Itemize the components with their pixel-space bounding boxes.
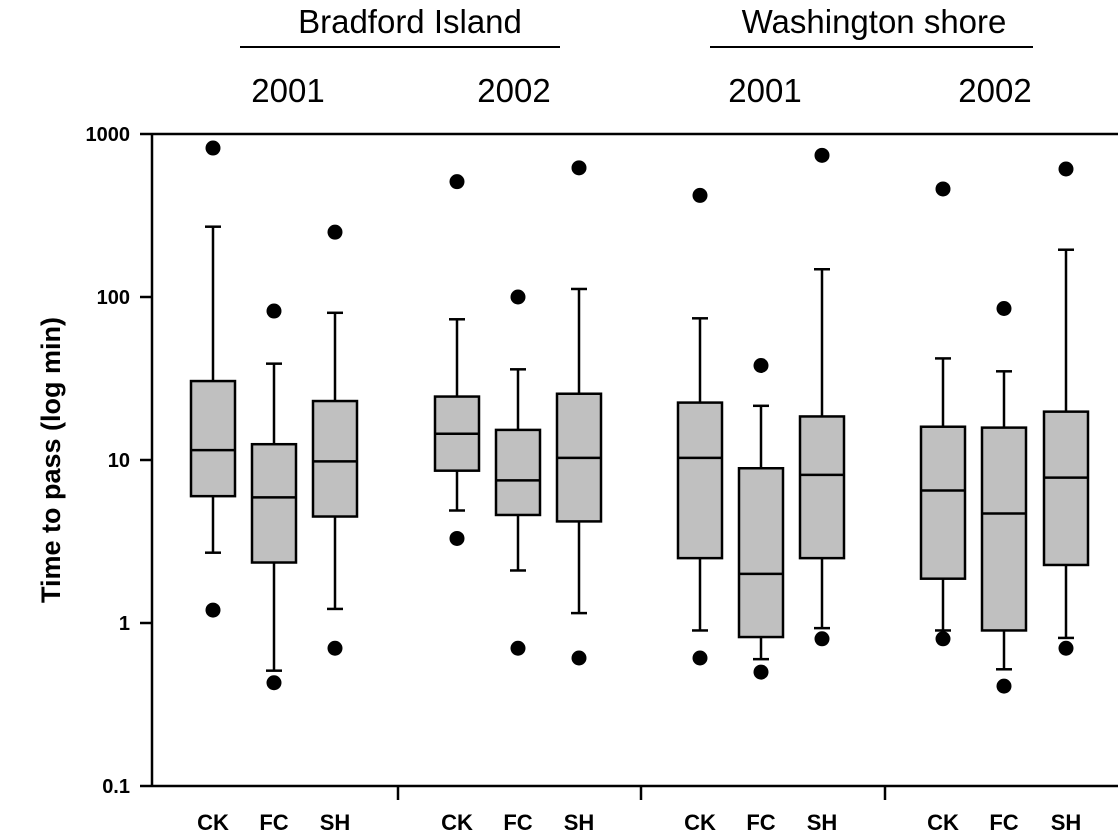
- outlier-point: [510, 289, 526, 305]
- y-tick-label: 10: [108, 450, 130, 472]
- outlier-point: [996, 301, 1012, 317]
- outlier-point: [935, 181, 951, 197]
- y-ticks: 0.1 1 10 100 1000: [86, 124, 152, 798]
- outlier-point: [1058, 640, 1074, 656]
- x-tick-label: CK: [684, 810, 716, 835]
- outlier-point: [205, 140, 221, 156]
- box-group: [1042, 161, 1090, 656]
- year-label: 2002: [958, 72, 1031, 109]
- box-group: [189, 140, 237, 618]
- y-tick-label: 1: [119, 613, 130, 635]
- box-iqr: [980, 426, 1028, 632]
- x-tick-label: FC: [259, 810, 288, 835]
- site-label: Washington shore: [742, 3, 1007, 40]
- box-group: [555, 160, 603, 666]
- x-tick-label: SH: [564, 810, 595, 835]
- outlier-point: [510, 640, 526, 656]
- outlier-point: [996, 678, 1012, 694]
- x-tick-label: FC: [503, 810, 532, 835]
- outlier-point: [449, 174, 465, 190]
- x-ticks: CK FC SH CK FC SH CK FC SH CK FC SH: [197, 786, 1081, 835]
- outlier-point: [692, 187, 708, 203]
- x-tick-label: CK: [927, 810, 959, 835]
- box-group: [980, 301, 1028, 694]
- box-iqr: [311, 399, 359, 518]
- outlier-point: [571, 650, 587, 666]
- outlier-point: [814, 147, 830, 163]
- year-label: 2001: [728, 72, 801, 109]
- y-axis-label: Time to pass (log min): [36, 317, 66, 603]
- box-iqr: [737, 466, 785, 639]
- outlier-point: [205, 602, 221, 618]
- box-group: [250, 303, 298, 691]
- outlier-point: [449, 530, 465, 546]
- site-headers: Bradford Island Washington shore 2001 2002 2…: [240, 3, 1033, 109]
- outlier-point: [692, 650, 708, 666]
- year-label: 2001: [251, 72, 324, 109]
- year-label: 2002: [477, 72, 550, 109]
- box-group: [798, 147, 846, 647]
- outlier-point: [1058, 161, 1074, 177]
- outlier-point: [935, 631, 951, 647]
- outlier-point: [814, 631, 830, 647]
- box-iqr: [189, 379, 237, 498]
- outlier-point: [571, 160, 587, 176]
- x-tick-label: FC: [746, 810, 775, 835]
- outlier-point: [753, 664, 769, 680]
- box-group: [311, 224, 359, 656]
- x-tick-label: CK: [197, 810, 229, 835]
- x-tick-label: SH: [807, 810, 838, 835]
- outlier-point: [327, 224, 343, 240]
- box-group: [494, 289, 542, 656]
- y-tick-label: 100: [97, 287, 130, 309]
- x-tick-label: FC: [989, 810, 1018, 835]
- x-tick-label: SH: [320, 810, 351, 835]
- box-group: [919, 181, 967, 647]
- box-iqr: [1042, 410, 1090, 567]
- box-groups: [189, 140, 1090, 694]
- box-iqr: [250, 442, 298, 564]
- y-tick-label: 1000: [86, 124, 131, 146]
- x-tick-label: SH: [1051, 810, 1082, 835]
- site-label: Bradford Island: [298, 3, 522, 40]
- outlier-point: [266, 303, 282, 319]
- y-tick-label: 0.1: [102, 776, 130, 798]
- box-group: [737, 357, 785, 680]
- outlier-point: [753, 357, 769, 373]
- box-iqr: [494, 428, 542, 517]
- box-iqr: [919, 425, 967, 580]
- x-tick-label: CK: [441, 810, 473, 835]
- outlier-point: [266, 675, 282, 691]
- box-group: [433, 174, 481, 546]
- box-iqr: [798, 415, 846, 560]
- box-group: [676, 187, 724, 666]
- outlier-point: [327, 640, 343, 656]
- box-iqr: [676, 401, 724, 560]
